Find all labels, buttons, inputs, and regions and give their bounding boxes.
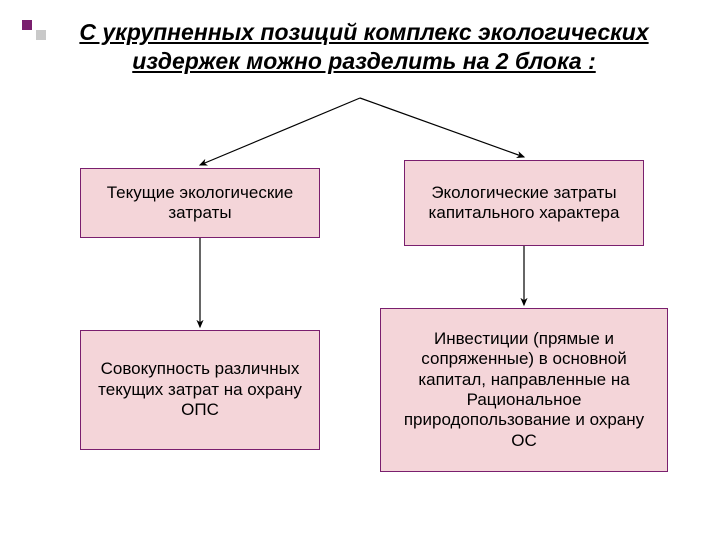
node-bottom-left: Совокупность различных текущих затрат на…: [80, 330, 320, 450]
arrow-split-left: [200, 98, 360, 165]
arrow-split-right: [360, 98, 524, 157]
node-top-right: Экологические затраты капитального харак…: [404, 160, 644, 246]
bullet-square-dark: [22, 20, 32, 30]
node-top-left: Текущие экологические затраты: [80, 168, 320, 238]
title-bullets: [22, 20, 46, 40]
bullet-square-light: [36, 30, 46, 40]
slide: С укрупненных позиций комплекс экологиче…: [0, 0, 720, 540]
slide-title: С укрупненных позиций комплекс экологиче…: [54, 18, 674, 76]
node-bottom-right: Инвестиции (прямые и сопряженные) в осно…: [380, 308, 668, 472]
